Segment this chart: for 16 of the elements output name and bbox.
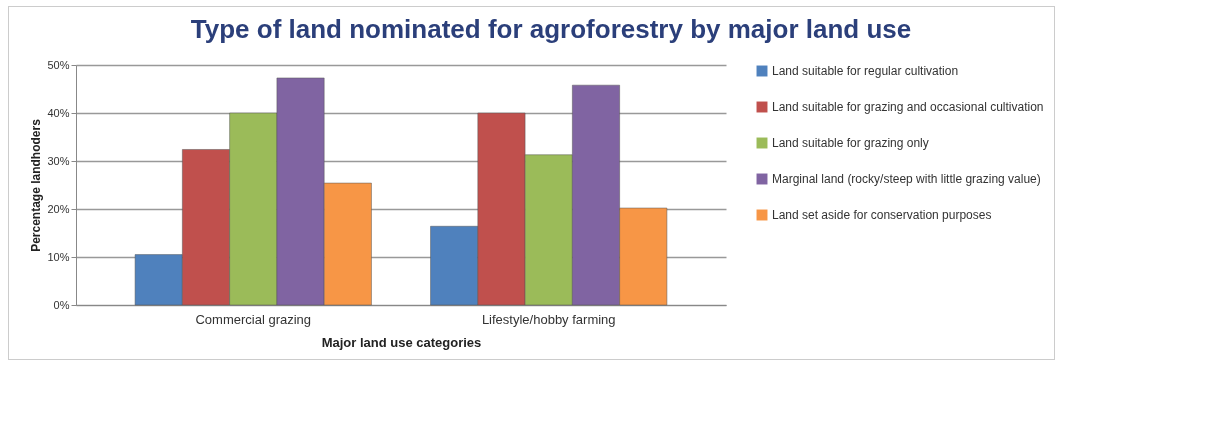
y-tick-label: 0% (53, 298, 70, 311)
y-axis-title: Percentage landhoders (29, 118, 44, 252)
legend-label: Land suitable for regular cultivation (772, 64, 959, 78)
x-tick-label: Commercial grazing (195, 311, 312, 327)
legend-label: Marginal land (rocky/steep with little grazing value) (772, 172, 1041, 186)
x-tick-label: Lifestyle/hobby farming (481, 311, 616, 327)
y-tick-label: 20% (47, 202, 70, 215)
x-axis-title: Major land use categories (321, 334, 482, 350)
legend-label: Land suitable for grazing and occasional cultivation (772, 100, 1044, 114)
y-tick-label: 50% (47, 58, 70, 71)
y-tick-label: 40% (47, 106, 70, 119)
y-tick-label: 30% (47, 154, 70, 167)
legend-label: Land set aside for conservation purposes (772, 208, 992, 222)
chart-title: Type of land nominated for agroforestry by major land use (190, 14, 912, 44)
y-tick-label: 10% (47, 250, 70, 263)
legend-label: Land suitable for grazing only (772, 136, 929, 150)
